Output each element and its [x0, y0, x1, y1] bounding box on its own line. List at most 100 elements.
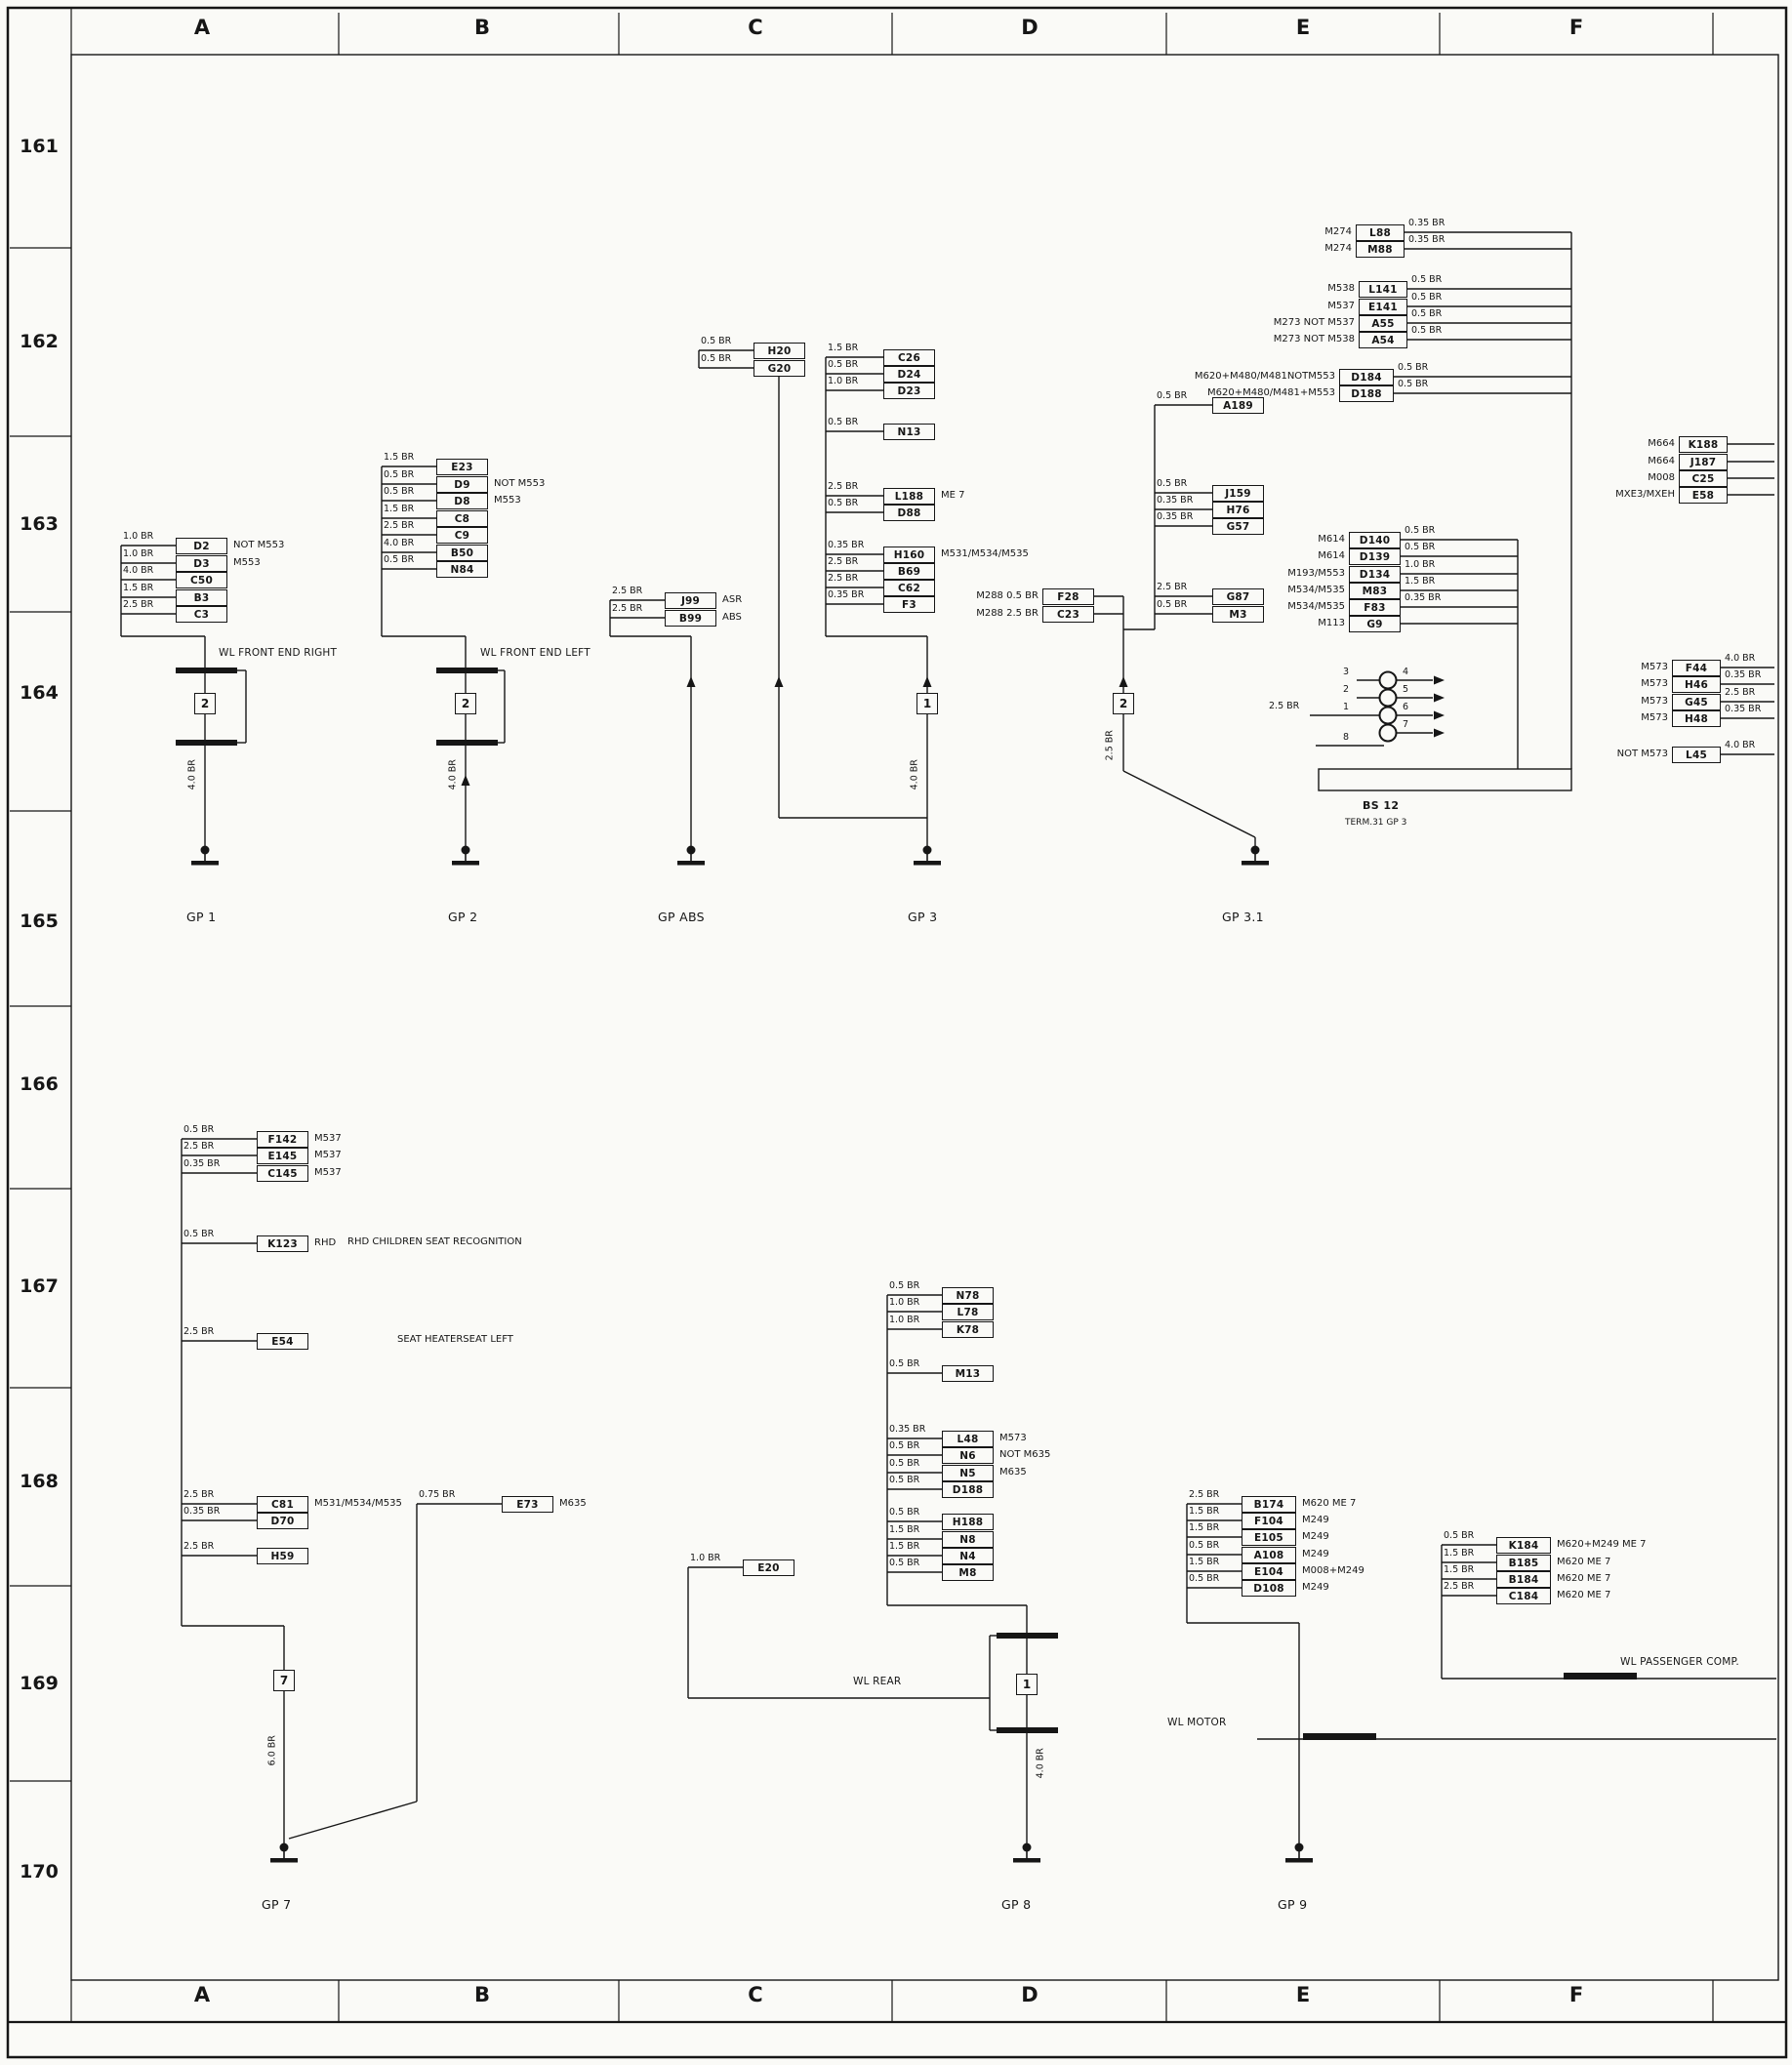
connector-box: D108 — [1242, 1580, 1296, 1597]
variant-label: M573 — [1641, 678, 1668, 689]
connector-box: E20 — [743, 1559, 794, 1576]
variant-label: M534/M535 — [1287, 585, 1345, 595]
connector-box: D188 — [942, 1481, 994, 1498]
ground-point-label: GP 2 — [448, 910, 478, 924]
connector-box: A189 — [1212, 397, 1264, 414]
wire-gauge-label: 2.5 BR — [828, 573, 859, 584]
bs12-pin-number: 4 — [1403, 667, 1409, 677]
wire-gauge-label: 0.5 BR — [889, 1280, 920, 1291]
junction-number-box: 1 — [1016, 1674, 1038, 1695]
connector-box: B174 — [1242, 1496, 1296, 1513]
wire-gauge-label: 0.5 BR — [1411, 325, 1443, 336]
variant-label: M249 — [1302, 1549, 1329, 1559]
bs12-connector-ring — [1378, 670, 1398, 690]
connector-box: G20 — [753, 360, 805, 377]
variant-label: NOT M635 — [999, 1449, 1051, 1460]
wire-gauge-label: 0.35 BR — [1725, 704, 1762, 714]
wire-gauge-label: 2.5 BR — [612, 603, 643, 614]
connector-box: B185 — [1496, 1555, 1551, 1571]
wire-gauge-label: 2.5 BR — [123, 599, 154, 610]
ground-point-label: GP 3.1 — [1222, 910, 1264, 924]
connector-box: N8 — [942, 1531, 994, 1548]
wire-gauge-label: 1.0 BR — [123, 548, 154, 559]
connector-box: L141 — [1359, 281, 1407, 298]
connector-box: E23 — [436, 459, 488, 475]
wire-gauge-label: 1.5 BR — [889, 1541, 920, 1552]
column-letter: B — [473, 16, 491, 39]
wl-bar — [997, 1727, 1058, 1733]
wire-gauge-label: 0.5 BR — [384, 554, 415, 565]
variant-label: ASR — [722, 594, 743, 605]
wire-gauge-label: 2.5 BR — [183, 1489, 215, 1500]
connector-box: K78 — [942, 1321, 994, 1338]
wire-gauge-label: 0.35 BR — [828, 540, 865, 550]
column-letter: F — [1568, 16, 1584, 39]
frame-border-outer — [6, 6, 1788, 2059]
row-number: 164 — [20, 682, 59, 704]
connector-box: C81 — [257, 1496, 308, 1513]
row-number: 165 — [20, 911, 59, 932]
connector-box: C25 — [1679, 470, 1728, 487]
connector-box: G57 — [1212, 518, 1264, 535]
wire-gauge-label: 0.5 BR — [1157, 599, 1188, 610]
connector-box: H76 — [1212, 502, 1264, 518]
variant-label: M620 ME 7 — [1557, 1557, 1611, 1567]
connector-box: E104 — [1242, 1563, 1296, 1580]
wire-gauge-label: 0.5 BR — [1405, 525, 1436, 536]
column-letter: D — [1021, 1983, 1039, 2006]
ground-symbol — [452, 861, 479, 866]
ground-point-label: GP 3 — [908, 910, 938, 924]
wire-gauge-label: 1.0 BR — [123, 531, 154, 542]
wire-gauge-label: 4.0 BR — [1725, 653, 1756, 664]
variant-label: M273 NOT M538 — [1273, 334, 1355, 344]
wire-gauge-label: 4.0 BR — [1725, 740, 1756, 750]
connector-box: G87 — [1212, 588, 1264, 605]
connector-box: D23 — [883, 383, 935, 399]
wire-gauge-label: 1.5 BR — [1444, 1564, 1475, 1575]
wire-gauge-label: 2.5 BR — [183, 1326, 215, 1337]
wire-gauge-label: 0.5 BR — [889, 1475, 920, 1485]
row-number: 168 — [20, 1471, 59, 1492]
variant-label: M620 ME 7 — [1557, 1573, 1611, 1584]
connector-box: L78 — [942, 1304, 994, 1320]
wire-gauge-label: 0.5 BR — [1411, 308, 1443, 319]
connector-box: L45 — [1672, 747, 1721, 763]
junction-number-box: 7 — [273, 1670, 295, 1691]
wire-gauge-label: 0.5 BR — [828, 498, 859, 508]
flow-arrow-right — [1434, 675, 1445, 685]
ground-point-label: GP 7 — [262, 1897, 292, 1912]
wire-gauge-label: 2.5 BR — [384, 520, 415, 531]
bs12-pin-number: 3 — [1343, 667, 1350, 677]
variant-label: M553 — [233, 557, 261, 568]
wire-gauge-label: 0.35 BR — [889, 1424, 926, 1435]
variant-label: M664 — [1648, 438, 1675, 449]
wire-gauge-label: 0.5 BR — [1189, 1540, 1220, 1551]
ground-symbol — [270, 1858, 298, 1863]
column-letter: F — [1568, 1983, 1584, 2006]
annotation: WL MOTOR — [1167, 1717, 1227, 1728]
rotated-gauge-label: 6.0 BR — [266, 1735, 278, 1766]
variant-label: M249 — [1302, 1582, 1329, 1593]
connector-box: E145 — [257, 1148, 308, 1164]
bs12-pin-number: 2 — [1343, 684, 1350, 695]
wire-gauge-label: 2.5 BR — [1444, 1581, 1475, 1592]
connector-box: D9 — [436, 476, 488, 493]
connector-box: N78 — [942, 1287, 994, 1304]
wire-gauge-label: 0.5 BR — [384, 486, 415, 497]
bs12-band — [1318, 768, 1572, 791]
junction-number-box: 1 — [916, 693, 938, 714]
connector-box: C26 — [883, 349, 935, 366]
variant-label: M249 — [1302, 1531, 1329, 1542]
wire-gauge-label: 1.5 BR — [1189, 1506, 1220, 1517]
connector-box: E58 — [1679, 487, 1728, 504]
ground-symbol — [1242, 861, 1269, 866]
variant-label: M635 — [559, 1498, 587, 1509]
connector-box: E54 — [257, 1333, 308, 1350]
rotated-gauge-label: 4.0 BR — [909, 759, 920, 790]
connector-box: M83 — [1349, 583, 1401, 599]
wire-gauge-label: 0.5 BR — [1405, 542, 1436, 552]
wire-gauge-label: 0.5 BR — [1398, 362, 1429, 373]
ground-symbol — [914, 861, 941, 866]
junction-number-box: 2 — [194, 693, 216, 714]
bs12-pin-number: 6 — [1403, 702, 1409, 712]
